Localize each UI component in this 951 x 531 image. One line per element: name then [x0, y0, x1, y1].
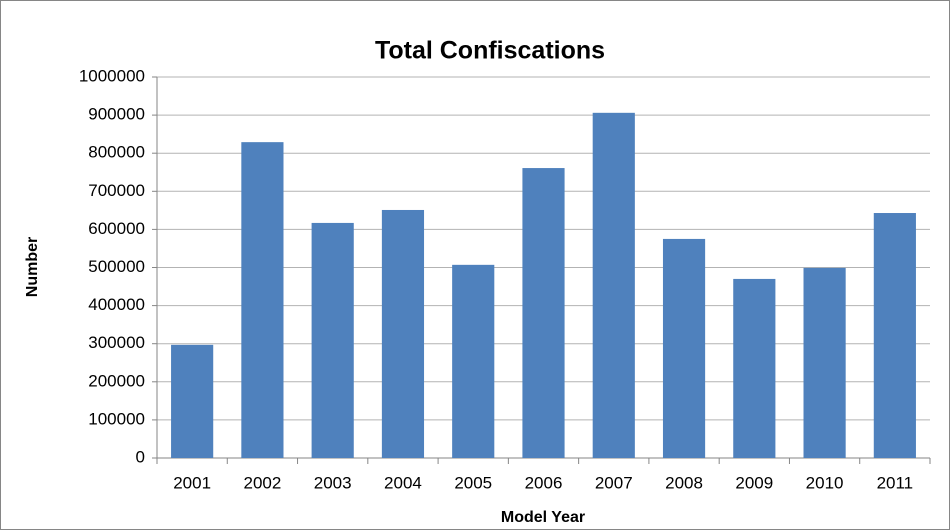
x-tick-label: 2005	[454, 473, 492, 492]
x-tick-label: 2006	[525, 473, 563, 492]
y-tick-label: 500000	[88, 257, 145, 276]
x-axis-label: Model Year	[501, 509, 585, 526]
y-tick-label: 900000	[88, 105, 145, 124]
y-tick-label: 1000000	[79, 66, 145, 85]
bar	[592, 112, 635, 459]
chart-title: Total Confiscations	[375, 37, 605, 65]
x-tick-label: 2002	[243, 473, 281, 492]
y-tick-label: 800000	[88, 143, 145, 162]
bar	[171, 344, 214, 458]
y-tick-label: 200000	[88, 371, 145, 390]
y-tick-label: 0	[136, 447, 145, 466]
bar	[522, 168, 565, 458]
y-tick-label: 300000	[88, 333, 145, 352]
x-tick-label: 2001	[173, 473, 211, 492]
y-tick-label: 100000	[88, 409, 145, 428]
bar	[452, 264, 495, 458]
x-tick-label: 2011	[877, 473, 914, 492]
y-tick-label: 400000	[88, 295, 145, 314]
bar	[241, 142, 284, 458]
x-tick-label: 2008	[665, 473, 703, 492]
y-axis-label: Number	[24, 237, 41, 297]
x-tick-label: 2003	[314, 473, 352, 492]
x-tick-label: 2009	[735, 473, 773, 492]
bar	[311, 222, 354, 458]
x-tick-label: 2010	[806, 473, 844, 492]
bar	[873, 213, 916, 458]
x-tick-label: 2004	[384, 473, 422, 492]
bar	[803, 267, 846, 458]
y-tick-label: 600000	[88, 219, 145, 238]
y-tick-label: 700000	[88, 181, 145, 200]
bar	[662, 238, 706, 458]
bar	[733, 278, 776, 458]
bar	[381, 209, 425, 458]
x-tick-label: 2007	[595, 473, 633, 492]
